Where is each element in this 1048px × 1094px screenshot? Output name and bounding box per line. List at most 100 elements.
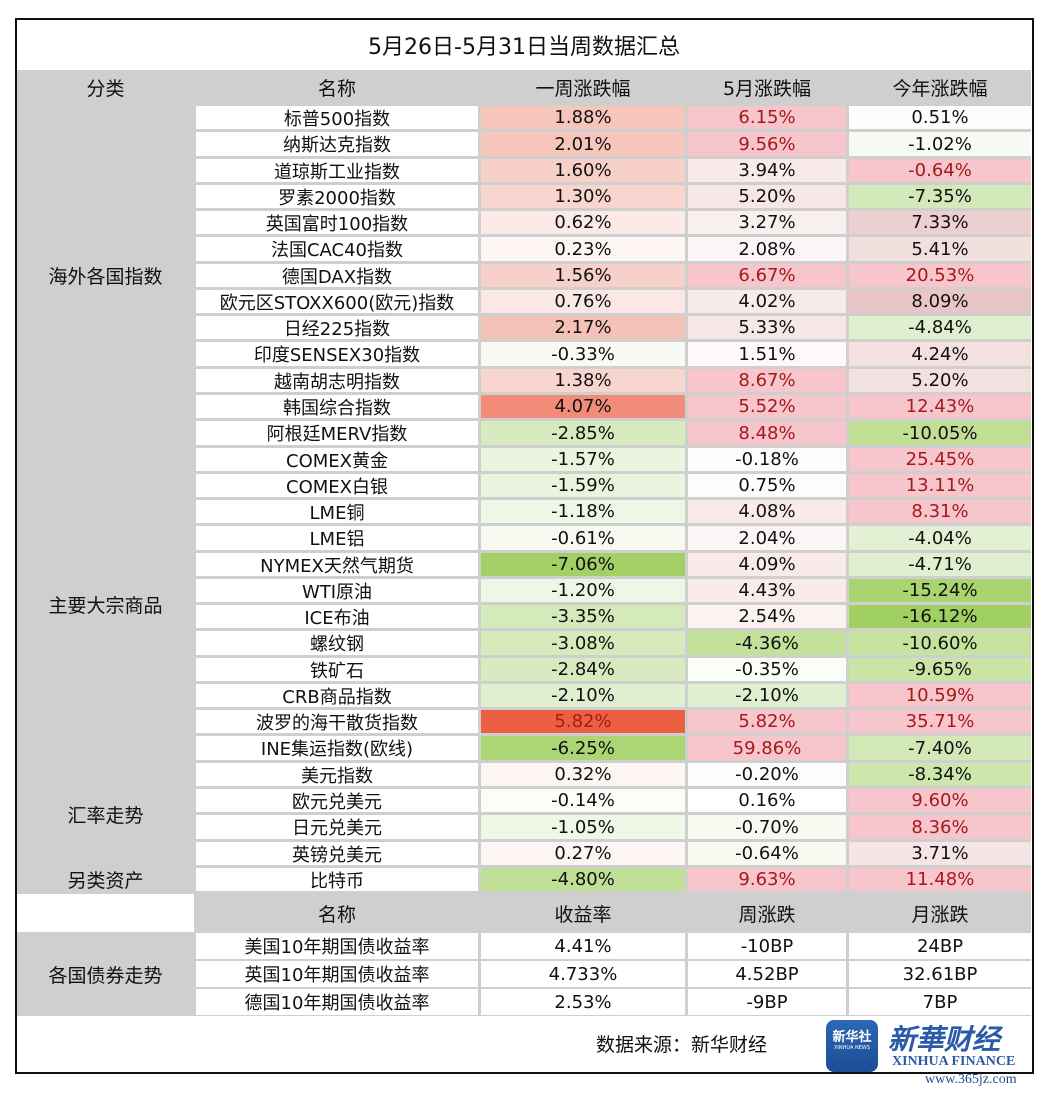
week-change: -7.06% [481,553,685,576]
ytd-change: -9.65% [849,658,1031,681]
month-change: 5.20% [688,185,846,208]
ytd-change: 13.11% [849,474,1031,497]
week-change: 0.62% [481,211,685,234]
row-name: 铁矿石 [196,658,478,682]
week-change: 4.07% [481,395,685,418]
week-change: 1.38% [481,369,685,392]
bond-value: 7BP [849,989,1031,1015]
month-change: -0.64% [688,842,846,865]
week-change: 2.01% [481,132,685,156]
week-change: -1.59% [481,474,685,497]
bond-value: -10BP [688,933,846,959]
ytd-change: 8.31% [849,500,1031,523]
ytd-change: -4.84% [849,316,1031,339]
month-change: 0.75% [688,474,846,497]
row-name: NYMEX天然气期货 [196,553,478,577]
week-change: -1.20% [481,579,685,602]
month-change: 3.94% [688,159,846,182]
row-name: LME铜 [196,500,478,524]
month-change: -4.36% [688,631,846,655]
month-change: -0.70% [688,815,846,839]
ytd-change: 3.71% [849,842,1031,865]
month-change: 5.33% [688,316,846,339]
ytd-change: -1.02% [849,132,1031,156]
row-name: 比特币 [196,868,478,892]
ytd-change: 5.20% [849,369,1031,392]
ytd-change: 8.36% [849,815,1031,839]
month-change: 9.56% [688,132,846,156]
week-change: 1.56% [481,264,685,287]
category-label: 另类资产 [67,870,144,892]
month-change: 4.43% [688,579,846,602]
month-change: 5.82% [688,710,846,733]
week-change: -0.61% [481,526,685,550]
week-change: 1.60% [481,159,685,182]
row-name: 螺纹钢 [196,631,478,655]
column-header: 一周涨跌幅 [535,77,631,100]
month-change: -2.10% [688,684,846,707]
month-change: 2.08% [688,237,846,261]
ytd-change: -7.40% [849,736,1031,760]
bond-name: 德国10年期国债收益率 [196,989,478,1015]
bond-name: 美国10年期国债收益率 [196,933,478,959]
bond-value: 2.53% [481,989,685,1015]
row-name: LME铝 [196,526,478,550]
logo-box-cn: 新华社 [832,1030,872,1045]
row-name: COMEX白银 [196,474,478,498]
row-name: 日经225指数 [196,316,478,340]
week-change: 2.17% [481,316,685,339]
row-name: 英国富时100指数 [196,211,478,235]
xinhua-finance-logo: 新華财经 [888,1023,1001,1056]
ytd-change: 20.53% [849,264,1031,287]
month-change: 4.02% [688,290,846,313]
bond-column-header: 名称 [317,904,356,926]
row-name: 日元兑美元 [196,815,478,839]
month-change: 9.63% [688,868,846,891]
week-change: -0.14% [481,789,685,812]
bond-value: 32.61BP [849,961,1031,987]
week-change: -1.05% [481,815,685,839]
watermark: www.365jz.com [925,1072,1017,1087]
bond-column-header: 月涨跌 [911,904,969,926]
week-change: -2.84% [481,658,685,681]
xinhua-news-logo-icon: 新华社 XINHUA NEWS [826,1020,878,1072]
ytd-change: 4.24% [849,342,1031,366]
month-change: -0.18% [688,448,846,471]
ytd-change: 25.45% [849,448,1031,471]
week-change: 1.88% [481,106,685,129]
row-name: 欧元兑美元 [196,789,478,813]
category-label: 海外各国指数 [48,266,163,288]
month-change: 0.16% [688,789,846,812]
ytd-change: -10.05% [849,421,1031,445]
row-name: 道琼斯工业指数 [196,159,478,183]
row-name: 标普500指数 [196,106,478,130]
bond-column-header: 收益率 [554,904,612,926]
column-header: 名称 [317,77,356,100]
row-name: CRB商品指数 [196,684,478,708]
row-name: 德国DAX指数 [196,264,478,288]
ytd-change: -0.64% [849,159,1031,182]
row-name: 法国CAC40指数 [196,237,478,261]
bond-value: 4.733% [481,961,685,987]
ytd-change: -16.12% [849,605,1031,628]
week-change: -6.25% [481,736,685,760]
category-label: 汇率走势 [67,804,144,827]
row-name: 波罗的海干散货指数 [196,710,478,734]
month-change: 6.67% [688,264,846,287]
row-name: WTI原油 [196,579,478,603]
week-change: -1.57% [481,448,685,471]
ytd-change: 9.60% [849,789,1031,812]
week-change: 1.30% [481,185,685,208]
ytd-change: 8.09% [849,290,1031,313]
ytd-change: 10.59% [849,684,1031,707]
ytd-change: 5.41% [849,237,1031,261]
row-name: 阿根廷MERV指数 [196,421,478,445]
row-name: 美元指数 [196,763,478,787]
week-change: -0.33% [481,342,685,366]
month-change: -0.20% [688,763,846,786]
month-change: 8.67% [688,369,846,392]
ytd-change: -7.35% [849,185,1031,208]
ytd-change: -4.04% [849,526,1031,550]
month-change: 8.48% [688,421,846,445]
row-name: 韩国综合指数 [196,395,478,419]
